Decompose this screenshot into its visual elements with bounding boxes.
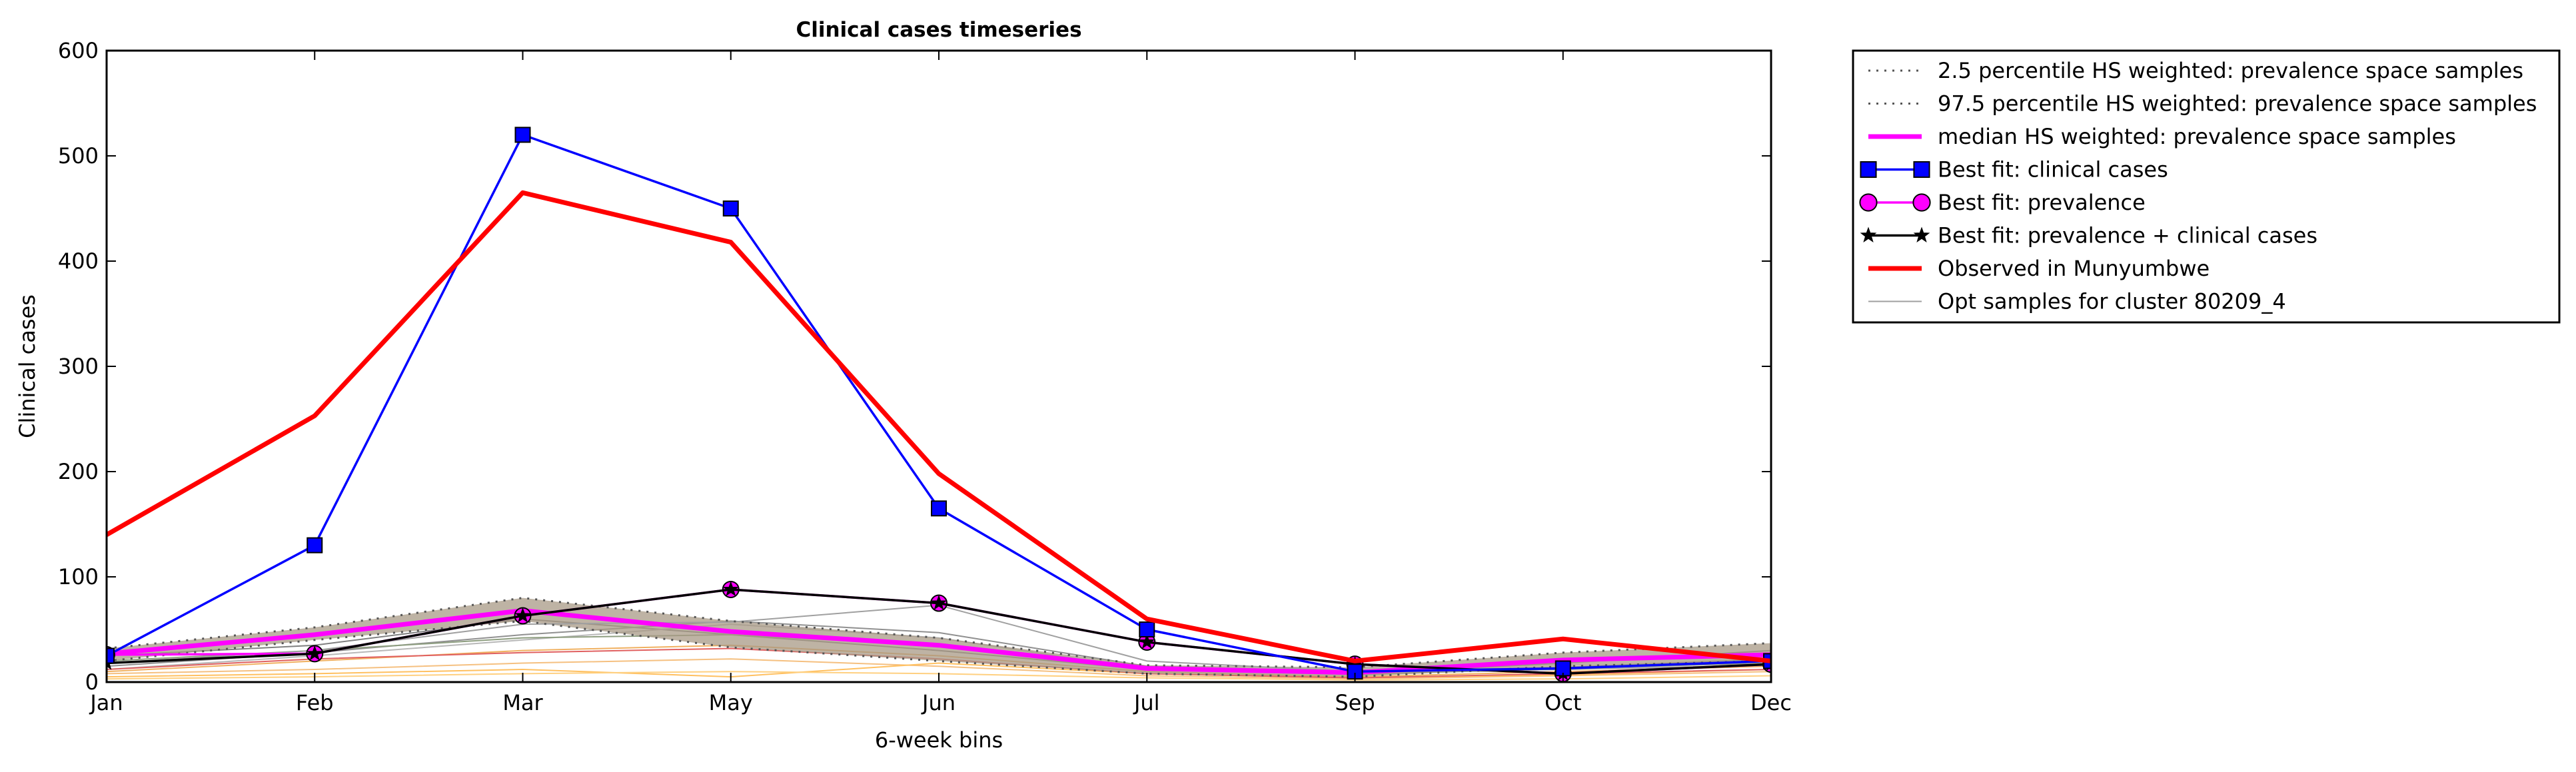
series-3-line bbox=[107, 608, 1771, 675]
x-tick-label: May bbox=[709, 690, 753, 715]
legend-frame bbox=[1852, 49, 2561, 324]
y-axis-label: Clinical cases bbox=[15, 294, 40, 438]
legend-label: Opt samples for cluster 80209_4 bbox=[1938, 289, 2286, 314]
legend-label: Best fit: prevalence bbox=[1938, 190, 2146, 215]
legend-item: Best fit: clinical cases bbox=[1860, 157, 2168, 183]
legend-label: median HS weighted: prevalence space sam… bbox=[1938, 124, 2456, 149]
x-tick-label: Oct bbox=[1545, 690, 1581, 715]
legend-item: median HS weighted: prevalence space sam… bbox=[1868, 124, 2456, 149]
series-4-line bbox=[107, 133, 1771, 673]
legend-label: 97.5 percentile HS weighted: prevalence … bbox=[1938, 91, 2537, 117]
axes: 0 100 200 300 400 500 600 Jan Feb Mar May Jun Jul Sep… bbox=[58, 38, 1792, 715]
series-6-point bbox=[307, 645, 323, 661]
y-tick-label: 0 bbox=[85, 669, 99, 695]
legend-swatch-marker bbox=[1913, 226, 1930, 243]
legend-item: 97.5 percentile HS weighted: prevalence … bbox=[1868, 91, 2537, 117]
plot-frame bbox=[105, 49, 1772, 683]
legend-label: Observed in Munyumbwe bbox=[1938, 256, 2210, 281]
series-4-point bbox=[514, 127, 531, 143]
x-tick-label: Jan bbox=[89, 690, 123, 715]
series-4-point bbox=[931, 500, 947, 517]
legend-swatch-marker bbox=[1859, 193, 1878, 212]
series-6-point bbox=[514, 607, 531, 623]
legend-item: 2.5 percentile HS weighted: prevalence s… bbox=[1868, 58, 2523, 83]
legend-item: Opt samples for cluster 80209_4 bbox=[1868, 289, 2286, 314]
x-axis-label: 6-week bins bbox=[875, 727, 1003, 753]
legend-swatch-marker bbox=[1860, 226, 1877, 243]
x-tick-label: Dec bbox=[1750, 690, 1792, 715]
legend-swatch-marker bbox=[1912, 193, 1931, 212]
x-tick-label: Sep bbox=[1335, 690, 1375, 715]
y-tick-label: 400 bbox=[58, 248, 99, 274]
legend-item: Observed in Munyumbwe bbox=[1868, 256, 2210, 281]
legend-swatch-marker bbox=[1913, 161, 1930, 179]
plot-area bbox=[107, 127, 1771, 682]
y-tick-label: 600 bbox=[58, 38, 99, 63]
series-6-point bbox=[931, 595, 947, 610]
background-sample-line bbox=[107, 662, 1771, 679]
y-tick-label: 300 bbox=[58, 354, 99, 379]
legend-label: Best fit: clinical cases bbox=[1938, 157, 2168, 183]
series-6-point bbox=[1139, 633, 1155, 649]
legend-item: Best fit: prevalence + clinical cases bbox=[1860, 223, 2317, 248]
legend-label: 2.5 percentile HS weighted: prevalence s… bbox=[1938, 58, 2523, 83]
legend: 2.5 percentile HS weighted: prevalence s… bbox=[1852, 49, 2561, 324]
series-6-point bbox=[722, 581, 739, 597]
x-tick-label: Jun bbox=[921, 690, 956, 715]
y-tick-label: 100 bbox=[58, 564, 99, 589]
y-tick-label: 500 bbox=[58, 143, 99, 169]
legend-label: Best fit: prevalence + clinical cases bbox=[1938, 223, 2317, 248]
x-tick-label: Feb bbox=[296, 690, 334, 715]
x-tick-label: Mar bbox=[502, 690, 543, 715]
legend-swatch-marker bbox=[1860, 161, 1877, 179]
series-4-point bbox=[107, 647, 115, 664]
plot-marks bbox=[107, 127, 1771, 682]
y-tick-label: 200 bbox=[58, 459, 99, 484]
series-7-line bbox=[107, 190, 1771, 663]
x-tick-label: Jul bbox=[1133, 690, 1160, 715]
series-4-point bbox=[307, 537, 323, 554]
legend-item: Best fit: prevalence bbox=[1859, 190, 2146, 215]
series-4-point bbox=[722, 200, 739, 216]
background-sample-line bbox=[107, 658, 1771, 680]
chart-title: Clinical cases timeseries bbox=[796, 18, 1081, 42]
series-4-point bbox=[1139, 621, 1155, 637]
